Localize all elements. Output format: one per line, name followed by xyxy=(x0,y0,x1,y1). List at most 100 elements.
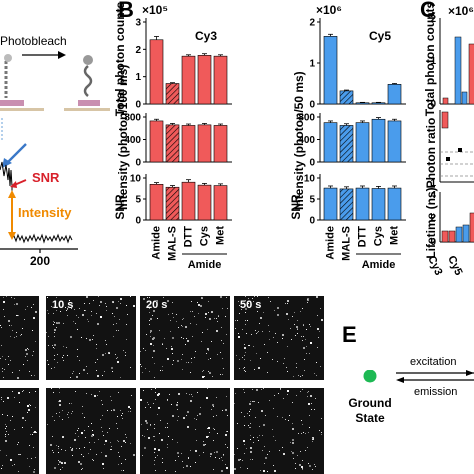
fluorescent-spot xyxy=(54,467,56,469)
fluorescent-spot xyxy=(301,336,302,337)
fluorescent-spot xyxy=(64,462,66,464)
fluorescent-spot xyxy=(10,360,11,361)
fluorescent-spot xyxy=(203,444,205,446)
fluorescent-spot xyxy=(71,403,72,404)
fluorescent-spot xyxy=(96,454,97,455)
fluorescent-spot xyxy=(262,435,263,436)
fluorescent-spot xyxy=(250,360,251,361)
fluorescent-spot xyxy=(194,316,195,317)
fluorescent-spot xyxy=(92,434,94,436)
fluorescent-spot xyxy=(289,415,290,416)
fluorescent-spot xyxy=(194,357,195,358)
fluorescent-spot xyxy=(213,469,214,470)
fluorescent-spot xyxy=(157,455,158,456)
fluorescent-spot xyxy=(96,313,97,314)
fluorescent-spot xyxy=(18,471,19,472)
fluorescent-spot xyxy=(183,417,185,419)
fluorescent-spot xyxy=(14,397,15,398)
fluorescent-spot xyxy=(223,454,224,455)
fluorescent-spot xyxy=(264,344,265,345)
fluorescent-spot xyxy=(223,455,224,456)
fluorescent-spot xyxy=(235,393,236,394)
fluorescent-spot xyxy=(19,402,20,403)
molecule-schematic-left xyxy=(0,54,44,111)
fluorescent-spot xyxy=(245,312,246,313)
fluorescent-spot xyxy=(67,309,68,310)
fluorescent-spot xyxy=(14,337,15,338)
fluorescent-spot xyxy=(294,324,295,325)
fluorescent-spot xyxy=(177,420,178,421)
fluorescent-spot xyxy=(247,320,248,321)
fluorescent-spot xyxy=(205,313,207,315)
fluorescent-spot xyxy=(78,317,79,318)
y-tick-label: 1 xyxy=(309,59,315,70)
fluorescent-spot xyxy=(269,339,270,340)
fluorescent-spot xyxy=(315,398,316,399)
fluorescent-spot xyxy=(303,324,304,325)
fluorescent-spot xyxy=(307,299,309,301)
fluorescent-spot xyxy=(246,333,247,334)
fluorescent-spot xyxy=(29,445,30,446)
fluorescent-spot xyxy=(8,356,9,357)
fluorescent-spot xyxy=(214,452,215,453)
fluorescent-spot xyxy=(181,359,182,360)
fluorescent-spot xyxy=(182,319,183,320)
fluorescent-spot xyxy=(100,301,102,303)
fluorescent-spot xyxy=(244,416,245,417)
fluorescent-spot xyxy=(84,310,85,311)
fluorescent-spot xyxy=(201,341,202,342)
fluorescent-spot xyxy=(292,439,294,441)
fluorescent-spot xyxy=(54,332,55,333)
fluorescent-spot xyxy=(157,414,158,415)
fluorescent-spot xyxy=(31,307,32,308)
fluorescent-spot xyxy=(245,296,246,297)
fluorescent-spot xyxy=(105,340,106,341)
fluorescent-spot xyxy=(18,442,19,443)
fluorescent-spot xyxy=(154,448,156,450)
fluorescent-spot xyxy=(117,361,119,363)
fluorescent-spot xyxy=(304,359,305,360)
fluorescent-spot xyxy=(190,400,192,402)
fluorescent-spot xyxy=(176,314,177,315)
fluorescent-spot xyxy=(19,454,20,455)
fluorescent-spot xyxy=(97,375,99,377)
fluorescent-spot xyxy=(303,336,304,337)
fluorescent-spot xyxy=(282,417,283,418)
fluorescent-spot xyxy=(149,308,150,309)
fluorescent-spot xyxy=(75,433,76,434)
fluorescent-spot xyxy=(102,354,104,356)
fluorescent-spot xyxy=(162,343,163,344)
fluorescent-spot xyxy=(31,375,32,376)
fluorescent-spot xyxy=(85,310,86,311)
fluorescent-spot xyxy=(208,312,209,313)
fluorescent-spot xyxy=(259,323,260,324)
fluorescent-spot xyxy=(279,450,280,451)
fluorescent-spot xyxy=(292,452,294,454)
c-bar xyxy=(442,97,449,105)
fluorescent-spot xyxy=(150,343,152,345)
fluorescent-spot xyxy=(277,342,278,343)
fluorescent-spot xyxy=(70,447,71,448)
fluorescent-spot xyxy=(105,440,107,442)
fluorescent-spot xyxy=(58,452,59,453)
micro-frame-10s-bottom xyxy=(46,388,136,474)
fluorescent-spot xyxy=(155,457,156,458)
fluorescent-spot xyxy=(121,463,122,464)
c-ratio-point xyxy=(458,148,462,152)
fluorescent-spot xyxy=(222,358,223,359)
fluorescent-spot xyxy=(154,460,155,461)
fluorescent-spot xyxy=(183,338,184,339)
fluorescent-spot xyxy=(159,433,160,434)
fluorescent-spot xyxy=(25,356,26,357)
fluorescent-spot xyxy=(284,358,285,359)
fluorescent-spot xyxy=(197,415,198,416)
fluorescent-spot xyxy=(47,360,48,361)
fluorescent-spot xyxy=(188,458,189,459)
fluorescent-spot xyxy=(61,449,62,450)
fluorescent-spot xyxy=(46,332,47,333)
fluorescent-spot xyxy=(191,301,192,302)
fluorescent-spot xyxy=(67,315,68,316)
fluorescent-spot xyxy=(237,448,238,449)
fluorescent-spot xyxy=(304,370,305,371)
fluorescent-spot xyxy=(159,330,160,331)
